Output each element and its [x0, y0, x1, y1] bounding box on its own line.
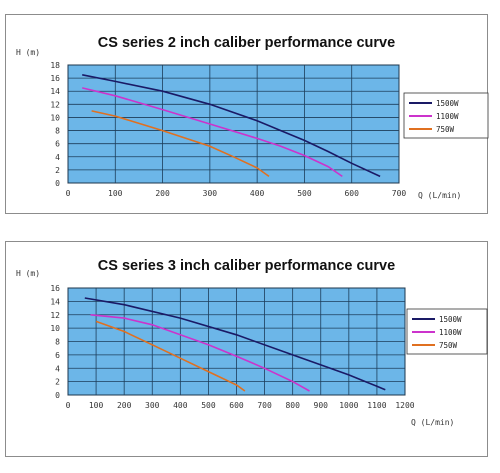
x-tick-label: 1200 — [395, 401, 414, 410]
chart-panel-2-inch: CS series 2 inch caliber performance cur… — [5, 14, 489, 214]
y-tick-label: 8 — [55, 127, 60, 136]
x-tick-label: 500 — [297, 189, 312, 198]
chart-panel-3-inch: CS series 3 inch caliber performance cur… — [5, 241, 488, 457]
y-tick-label: 14 — [50, 87, 60, 96]
x-tick-label: 800 — [285, 401, 300, 410]
x-tick-label: 0 — [66, 401, 71, 410]
x-tick-label: 200 — [117, 401, 132, 410]
legend-label: 750W — [439, 341, 458, 350]
x-axis-label: Q (L/min) — [418, 191, 461, 200]
x-tick-label: 300 — [145, 401, 160, 410]
series-line-1500w — [82, 74, 381, 178]
series-line-750w — [91, 110, 270, 178]
legend-label: 1500W — [439, 315, 462, 324]
x-tick-label: 1100 — [367, 401, 386, 410]
legend-label: 1100W — [436, 112, 459, 121]
legend-label: 1500W — [436, 99, 459, 108]
legend-label: 1100W — [439, 328, 462, 337]
y-tick-label: 14 — [50, 297, 60, 306]
y-axis-label: H (m) — [16, 48, 40, 57]
y-tick-label: 16 — [50, 74, 60, 83]
legend-label: 750W — [436, 125, 455, 134]
series-line-750w — [95, 320, 246, 392]
x-tick-label: 900 — [314, 401, 329, 410]
y-tick-label: 6 — [55, 351, 60, 360]
chart-3-inch: 0 100 200 300 400 500 600 700 800 900 1000 1100 1200… — [16, 269, 488, 427]
x-tick-label: 100 — [89, 401, 104, 410]
y-tick-label: 2 — [55, 166, 60, 175]
y-tick-label: 12 — [50, 311, 60, 320]
y-axis-label: H (m) — [16, 269, 40, 278]
x-tick-label: 600 — [229, 401, 244, 410]
x-tick-label: 700 — [257, 401, 272, 410]
series-line-1100w — [82, 87, 343, 178]
x-tick-label: 200 — [155, 189, 170, 198]
x-tick-label: 1000 — [339, 401, 358, 410]
x-tick-label: 0 — [66, 189, 71, 198]
y-tick-label: 16 — [50, 284, 60, 293]
x-tick-label: 300 — [203, 189, 218, 198]
x-tick-label: 500 — [201, 401, 216, 410]
series-line-1500w — [84, 297, 386, 391]
y-tick-label: 8 — [55, 338, 60, 347]
y-tick-label: 0 — [55, 179, 60, 188]
x-tick-label: 700 — [392, 189, 407, 198]
x-tick-label: 400 — [173, 401, 188, 410]
y-tick-label: 18 — [50, 61, 60, 70]
y-tick-label: 10 — [50, 113, 60, 122]
y-tick-label: 2 — [55, 378, 60, 387]
y-tick-label: 4 — [55, 364, 60, 373]
chart-2-inch: 0 100 200 300 400 500 600 700 0 2 4 6 8 10 12 14 16 18 H (… — [16, 48, 489, 200]
x-axis-label: Q (L/min) — [411, 418, 454, 427]
chart-title: CS series 3 inch caliber performance cur… — [97, 258, 396, 274]
chart-title: CS series 2 inch caliber performance cur… — [97, 35, 396, 51]
x-tick-label: 400 — [250, 189, 265, 198]
y-tick-label: 10 — [50, 324, 60, 333]
y-tick-label: 12 — [50, 100, 60, 109]
x-tick-label: 600 — [344, 189, 359, 198]
y-tick-label: 0 — [55, 391, 60, 400]
y-tick-label: 6 — [55, 140, 60, 149]
series-line-1100w — [90, 314, 310, 392]
y-tick-label: 4 — [55, 153, 60, 162]
x-tick-label: 100 — [108, 189, 123, 198]
